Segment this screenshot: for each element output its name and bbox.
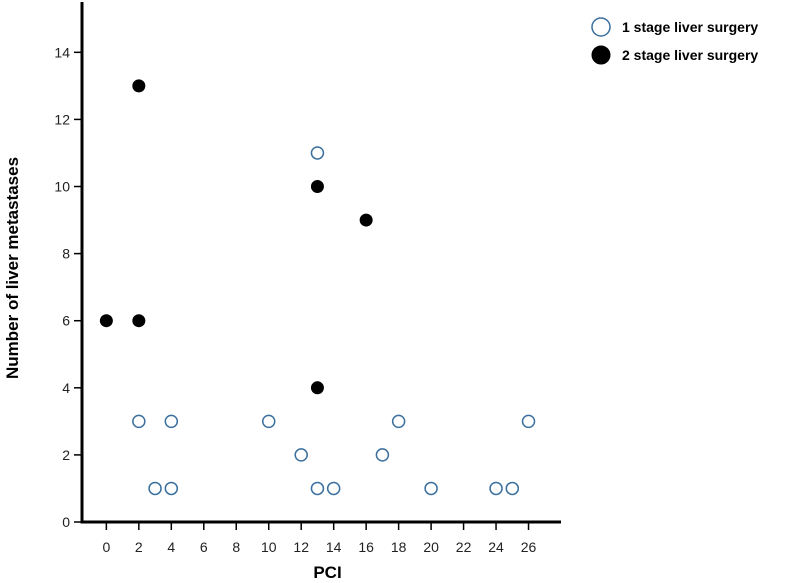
x-tick-label: 14 [326,539,342,555]
x-tick-label: 12 [293,539,309,555]
point-two-stage [359,213,373,227]
x-tick-label: 18 [391,539,407,555]
point-one-stage [505,481,520,496]
point-one-stage [132,414,146,429]
point-two-stage [99,314,113,328]
y-tick-label: 10 [54,179,70,195]
y-axis-title: Number of liver metastases [3,157,22,379]
legend-label-one-stage: 1 stage liver surgery [622,19,758,35]
y-tick-label: 4 [62,380,70,396]
point-one-stage [164,414,179,429]
x-tick-label: 6 [200,539,208,555]
point-one-stage [310,146,325,160]
point-one-stage [489,481,503,496]
x-tick-label: 8 [232,539,240,555]
x-tick-label: 26 [521,539,537,555]
point-one-stage [375,448,390,462]
point-one-stage [148,481,162,496]
x-tick-label: 2 [135,539,143,555]
legend-marker-one-stage [591,17,611,37]
x-tick-label: 16 [358,539,374,555]
point-one-stage [294,448,308,462]
x-axis-ticks: 0 2 4 6 8 10 12 14 16 18 20 22 24 26 [102,522,537,555]
point-one-stage [326,481,341,496]
legend-marker-two-stage [591,45,611,65]
y-tick-label: 12 [54,111,70,127]
y-axis-ticks: 0 2 4 6 8 10 12 14 [54,44,82,530]
x-tick-label: 20 [423,539,439,555]
x-tick-label: 24 [488,539,504,555]
point-two-stage [132,314,146,328]
point-two-stage [310,381,324,395]
data-points [99,79,536,496]
point-two-stage [132,79,146,93]
x-tick-label: 22 [456,539,472,555]
y-tick-label: 6 [62,313,70,329]
x-tick-label: 4 [167,539,175,555]
legend-label-two-stage: 2 stage liver surgery [622,47,758,63]
legend: 1 stage liver surgery 2 stage liver surg… [591,17,758,65]
point-one-stage [164,481,179,496]
point-one-stage [310,481,325,496]
y-tick-label: 2 [62,447,70,463]
y-tick-label: 0 [62,514,70,530]
point-one-stage [521,414,536,429]
point-two-stage [310,180,324,194]
y-tick-label: 8 [62,246,70,262]
x-axis-title: PCI [313,563,341,582]
x-tick-label: 10 [261,539,277,555]
point-one-stage [261,414,276,429]
point-one-stage [424,481,438,496]
x-tick-label: 0 [102,539,110,555]
point-one-stage [391,414,406,429]
y-tick-label: 14 [54,44,70,60]
